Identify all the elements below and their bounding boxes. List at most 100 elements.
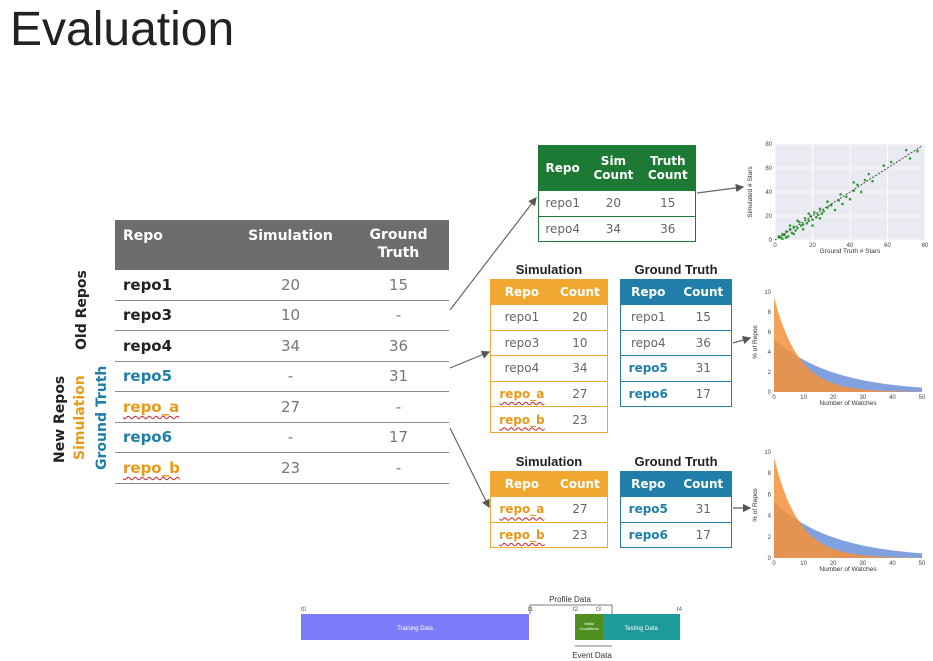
data-point: [792, 225, 796, 229]
x-axis-label: Ground Truth # Stars: [820, 248, 881, 255]
y-tick-label: 2: [768, 370, 772, 376]
x-tick-label: 20: [830, 395, 837, 401]
x-tick-label: 10: [800, 561, 807, 567]
timeline: Training Data Initial Conditions Testing …: [301, 595, 683, 660]
y-tick-label: 0: [768, 390, 772, 396]
x-tick-label: 10: [800, 395, 807, 401]
count: 36: [675, 330, 732, 357]
data-point: [818, 217, 822, 220]
data-point: [859, 190, 863, 194]
gt-value: 36: [348, 330, 449, 362]
arrow-to-scatter: [696, 183, 745, 194]
data-point: [811, 224, 814, 227]
data-point: [788, 224, 792, 227]
gt-value: -: [348, 391, 449, 423]
repo-name: repo3: [115, 300, 233, 331]
header-count: Count: [675, 279, 732, 305]
data-point: [796, 219, 799, 223]
training-data-bar: [301, 614, 529, 640]
table-row: repo4 34 36: [115, 330, 449, 362]
y-tick-label: 80: [765, 142, 772, 148]
arrow-to-top-table: [449, 197, 537, 311]
x-tick-label: 20: [830, 561, 837, 567]
x-tick-label: 40: [889, 561, 896, 567]
data-point: [798, 220, 801, 224]
t2-label: t2: [573, 607, 579, 613]
data-point: [826, 200, 829, 203]
y-tick-label: 6: [768, 492, 772, 498]
table-row: repo_b 23: [490, 406, 608, 433]
data-point: [792, 232, 796, 236]
data-point: [889, 160, 893, 164]
table-row: repo1 20: [490, 304, 608, 331]
y-tick-label: 10: [764, 290, 771, 296]
repo-name: repo_a: [115, 391, 233, 423]
count: 20: [552, 304, 608, 331]
data-point: [799, 224, 803, 227]
table-row: repo_a 27-: [115, 391, 449, 423]
sim-value: 34: [233, 330, 348, 362]
mid-sim-title: Simulation: [515, 262, 583, 277]
y-axis-label: % of Repos: [752, 487, 759, 521]
sim-value: -: [233, 361, 348, 392]
data-point: [779, 236, 782, 239]
y-tick-label: 10: [764, 450, 771, 456]
repo-name: repo1: [538, 190, 587, 217]
table-row: repo_a 27: [490, 381, 608, 408]
data-point: [796, 226, 799, 230]
repo-name: repo5: [620, 496, 676, 523]
arrow-to-mid-chart: [732, 336, 752, 345]
data-point: [844, 195, 848, 199]
data-point: [829, 203, 833, 207]
profile-data-label: Profile Data: [549, 595, 591, 604]
header-simulation: Simulation: [233, 220, 348, 270]
mid-gt-title: Ground Truth: [634, 262, 718, 277]
data-point: [807, 219, 811, 223]
header-repo: Repo: [490, 279, 553, 305]
repo-name: repo6: [620, 522, 676, 549]
table-row: repo3 10-: [115, 300, 449, 331]
repo-name: repo1: [620, 304, 676, 331]
x-tick-label: 50: [919, 561, 926, 567]
count: 27: [552, 496, 608, 523]
header-repo: Repo: [620, 471, 676, 497]
data-point: [841, 202, 844, 206]
x-tick-label: 20: [809, 243, 816, 249]
data-point: [790, 231, 794, 235]
mid-ground-truth-table: Repo Count repo1 15 repo4 36 repo5 31 repo6 1…: [620, 279, 732, 408]
data-point: [882, 164, 886, 167]
y-axis-label: Simulated # Stars: [747, 166, 754, 218]
sim-count: 34: [586, 216, 641, 243]
repo-name: repo5: [620, 355, 676, 382]
t0-label: t0: [301, 607, 307, 613]
x-axis-label: Number of Watches: [819, 400, 877, 407]
x-tick-label: 80: [922, 243, 929, 249]
data-point: [852, 181, 856, 184]
main-table-header: Repo Simulation Ground Truth: [115, 220, 449, 270]
initial-conditions-label: Initial Conditions: [580, 621, 599, 631]
data-point: [814, 215, 818, 219]
header-sim-count: Sim Count: [586, 145, 641, 191]
repo-name: repo4: [115, 330, 233, 362]
table-row: repo1 20 15: [115, 270, 449, 301]
table-row: repo6 17: [620, 522, 732, 549]
repo-name: repo_a: [490, 496, 553, 523]
count: 17: [675, 522, 732, 549]
data-point: [786, 235, 790, 238]
trend-line: [774, 146, 922, 241]
area-series-simulation: [774, 457, 922, 558]
data-point: [818, 207, 822, 211]
mid-simulation-table: Repo Count repo1 20 repo3 10 repo4 34 repo_a…: [490, 279, 608, 433]
table-row: repo1 15: [620, 304, 732, 331]
x-tick-label: 60: [884, 243, 891, 249]
count: 23: [552, 406, 608, 433]
gt-value: 17: [348, 422, 449, 453]
data-point: [801, 223, 805, 226]
page-title: Evaluation: [10, 3, 235, 56]
t4-label: t4: [677, 607, 683, 613]
header-repo: Repo: [115, 220, 233, 270]
sim-count: 20: [586, 190, 641, 217]
repo-name: repo_b: [490, 522, 553, 549]
data-point: [848, 197, 852, 201]
